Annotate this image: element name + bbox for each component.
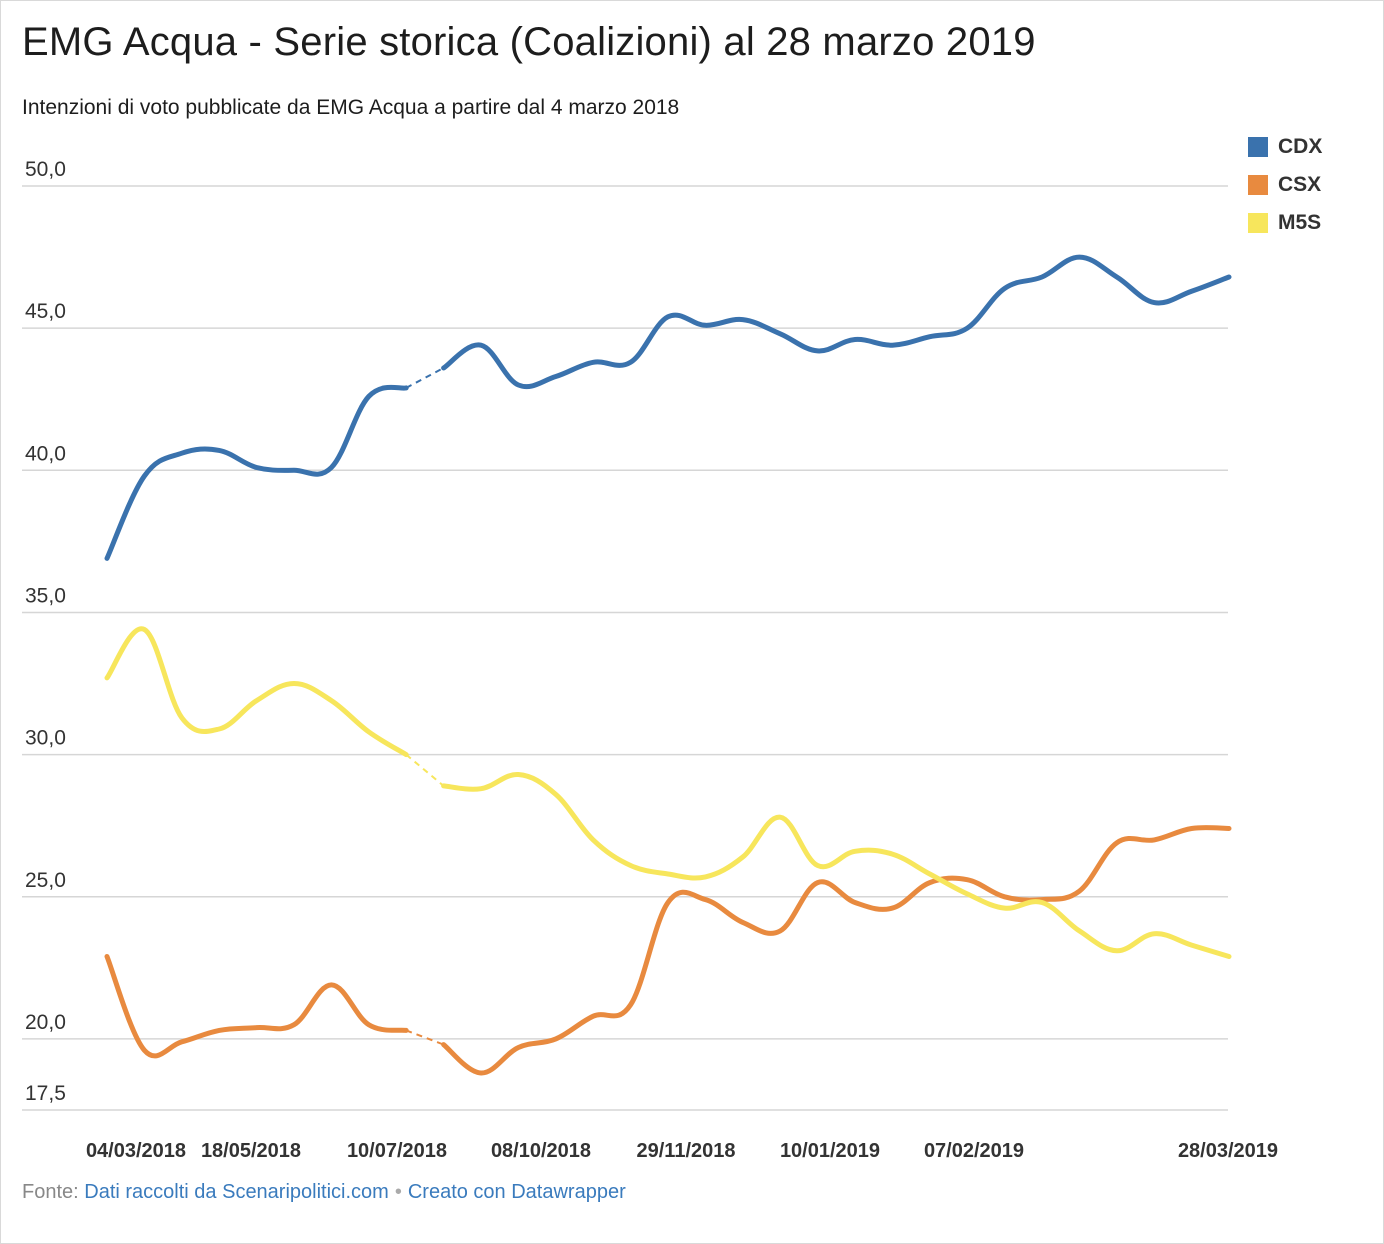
series-cdx: [104, 254, 1232, 561]
chart-title: EMG Acqua - Serie storica (Coalizioni) a…: [22, 20, 1036, 64]
x-tick-label: 07/02/2019: [924, 1140, 1024, 1162]
y-axis-tick-labels: 50,0 45,0 40,0 35,0 30,0 25,0 20,0 17,5: [25, 158, 66, 1105]
legend: CDX CSX M5S: [1248, 128, 1322, 242]
series-csx: [104, 825, 1232, 1076]
source-prefix: Fonte:: [22, 1181, 79, 1203]
y-tick-label: 45,0: [25, 300, 66, 323]
series-line-m5s-part-1: [104, 626, 409, 758]
legend-label-m5s: M5S: [1278, 211, 1322, 234]
y-tick-label: 35,0: [25, 584, 66, 607]
series-lines: [104, 254, 1232, 1076]
y-tick-label: 50,0: [25, 158, 66, 181]
chart-subtitle: Intenzioni di voto pubblicate da EMG Acq…: [22, 96, 680, 119]
y-tick-label: 25,0: [25, 869, 66, 892]
series-line-csx-part-1: [104, 954, 409, 1059]
footer: Fonte: Dati raccolti da Scenaripolitici.…: [22, 1181, 626, 1204]
series-line-cdx-part-1: [104, 384, 409, 561]
y-tick-label: 20,0: [25, 1011, 66, 1034]
legend-swatch-m5s: [1248, 213, 1268, 233]
series-line-m5s-part-2: [441, 772, 1232, 959]
series-gap-cdx: [405, 367, 445, 389]
y-tick-label: 30,0: [25, 727, 66, 750]
legend-swatch-cdx: [1248, 137, 1268, 157]
series-line-cdx-part-2: [441, 254, 1232, 390]
legend-item-csx[interactable]: CSX: [1248, 166, 1322, 204]
legend-label-csx: CSX: [1278, 173, 1322, 196]
series-m5s: [104, 626, 1232, 959]
legend-label-cdx: CDX: [1278, 135, 1323, 158]
footer-separator: •: [394, 1181, 402, 1203]
legend-item-m5s[interactable]: M5S: [1248, 204, 1322, 242]
series-line-csx-part-2: [441, 825, 1232, 1076]
x-axis-tick-labels: 04/03/2018 18/05/2018 10/07/2018 08/10/2018…: [86, 1140, 1278, 1162]
legend-item-cdx[interactable]: CDX: [1248, 128, 1322, 166]
x-tick-label: 28/03/2019: [1178, 1140, 1278, 1162]
x-tick-label: 10/01/2019: [780, 1140, 880, 1162]
legend-swatch-csx: [1248, 175, 1268, 195]
x-tick-label: 18/05/2018: [201, 1140, 301, 1162]
x-tick-label: 10/07/2018: [347, 1140, 447, 1162]
source-link[interactable]: Dati raccolti da Scenaripolitici.com: [84, 1181, 389, 1203]
y-tick-label: 40,0: [25, 442, 66, 465]
x-tick-label: 08/10/2018: [491, 1140, 591, 1162]
x-tick-label: 29/11/2018: [637, 1140, 736, 1162]
y-tick-label: 17,5: [25, 1082, 66, 1105]
x-tick-label: 04/03/2018: [86, 1140, 186, 1162]
gridlines: [22, 185, 1228, 1111]
series-gap-m5s: [405, 753, 445, 787]
datawrapper-credit-link[interactable]: Creato con Datawrapper: [407, 1181, 626, 1203]
series-gap-csx: [405, 1029, 444, 1046]
